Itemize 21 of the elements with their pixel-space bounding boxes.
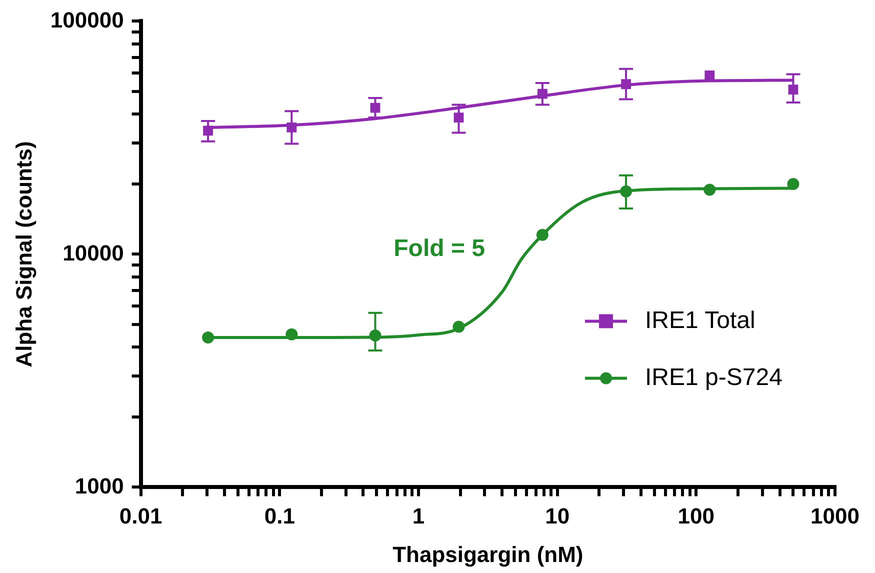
annotation: Fold = 5 — [394, 235, 485, 262]
legend-label: IRE1 Total — [645, 306, 756, 334]
x-tick-label: 100 — [678, 503, 715, 528]
x-tick-label: 0.01 — [119, 503, 162, 528]
x-tick-label: 1 — [412, 503, 425, 528]
legend-label: IRE1 p-S724 — [645, 364, 782, 391]
point — [704, 184, 716, 196]
y-axis-title: Alpha Signal (counts) — [11, 141, 36, 368]
x-tick-label: 1000 — [810, 503, 860, 528]
x-tick-label: 10 — [545, 503, 570, 528]
point — [286, 328, 298, 340]
y-tick-label: 1000 — [74, 473, 124, 498]
point — [787, 178, 800, 190]
x-tick-label: 0.1 — [264, 503, 295, 528]
point — [452, 320, 465, 333]
point — [704, 70, 715, 80]
point — [536, 228, 548, 241]
y-tick-label: 100000 — [50, 7, 124, 32]
y-tick-label: 10000 — [62, 240, 124, 266]
x-axis-title: Thapsigargin (nM) — [392, 542, 584, 567]
point — [202, 332, 214, 344]
